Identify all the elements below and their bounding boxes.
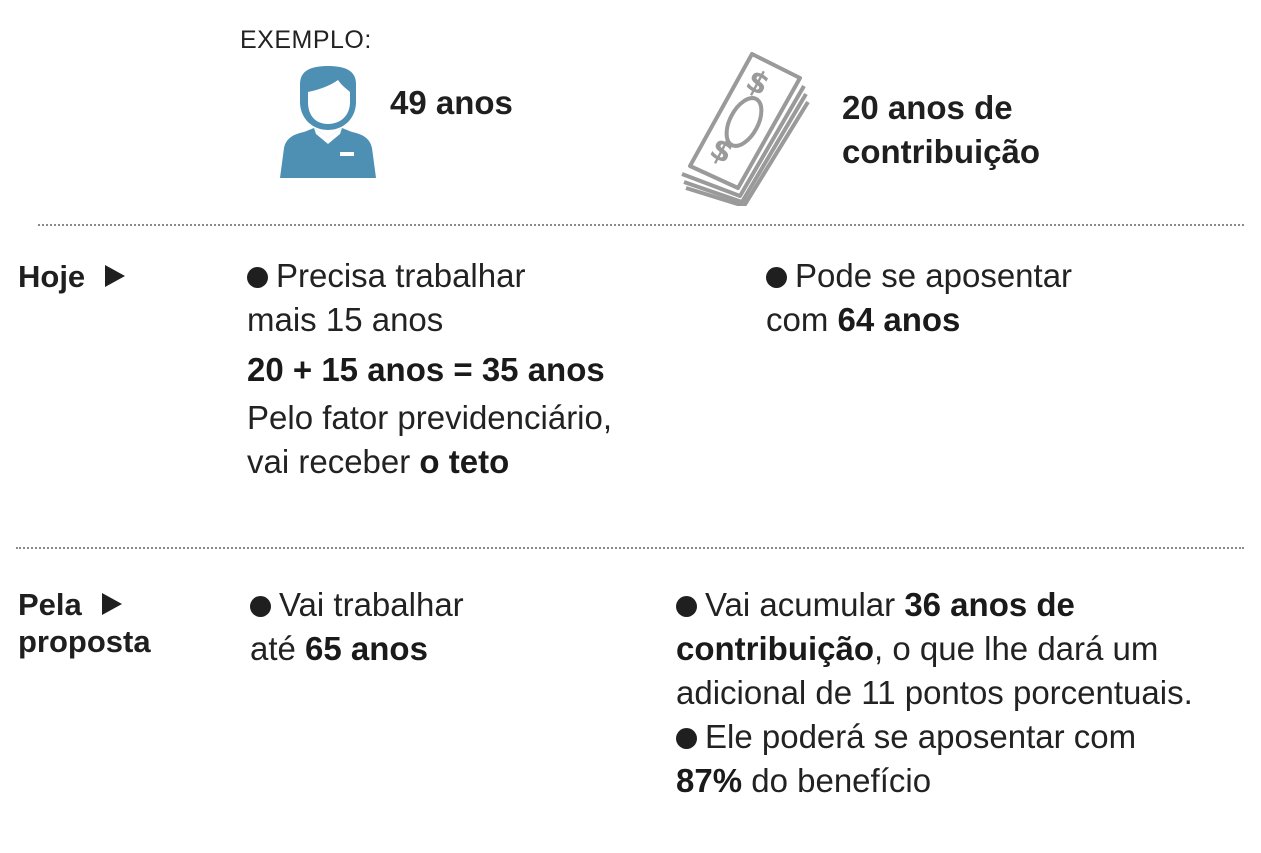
hoje-left-line-4-prefix: vai receber — [247, 443, 411, 480]
bullet-icon — [247, 267, 268, 288]
bullet-icon — [676, 728, 697, 749]
play-arrow-icon — [105, 264, 126, 287]
proposta-left-block: Vai trabalhar até 65 anos — [250, 583, 464, 671]
proposta-label-line-2: proposta — [18, 624, 151, 659]
hoje-right-block: Pode se aposentar com 64 anos — [766, 254, 1072, 342]
proposta-b1-rest: , o que lhe dará um — [874, 630, 1159, 667]
bullet-icon — [766, 267, 787, 288]
row-label-hoje: Hoje — [18, 258, 126, 295]
hoje-left-block: Precisa trabalhar mais 15 anos 20 + 15 a… — [247, 254, 612, 484]
hoje-right-line-2-bold: 64 anos — [837, 301, 961, 338]
contribution-text: 20 anos de contribuição — [842, 86, 1040, 174]
contribution-line-2: contribuição — [842, 133, 1041, 170]
proposta-left-line-1: Vai trabalhar — [279, 586, 464, 623]
row-label-proposta: Pela proposta — [18, 586, 151, 660]
proposta-b1-line-3: adicional de 11 pontos porcentuais. — [676, 674, 1193, 711]
proposta-b1-prefix: Vai acumular — [705, 586, 896, 623]
divider-middle — [16, 547, 1244, 549]
example-label: EXEMPLO: — [240, 26, 372, 54]
bullet-icon — [250, 596, 271, 617]
proposta-b2-rest: do benefício — [751, 762, 932, 799]
proposta-left-line-2-bold: 65 anos — [305, 630, 428, 667]
age-text: 49 anos — [390, 84, 513, 121]
divider-top — [38, 224, 1244, 226]
proposta-b1-bold-a: 36 anos de — [904, 586, 1075, 623]
contribution-line-1: 20 anos de — [842, 89, 1013, 126]
play-arrow-icon — [101, 592, 122, 615]
proposta-left-line-2-prefix: até — [250, 630, 296, 667]
hoje-right-line-2-prefix: com — [766, 301, 829, 338]
hoje-left-line-1: Precisa trabalhar — [276, 257, 526, 294]
person-icon — [280, 66, 376, 178]
proposta-label-line-1: Pela — [18, 587, 82, 622]
hoje-equation: 20 + 15 anos = 35 anos — [247, 351, 605, 388]
hoje-right-line-1: Pode se aposentar — [795, 257, 1073, 294]
hoje-label: Hoje — [18, 259, 86, 294]
proposta-b2-line-1: Ele poderá se aposentar com — [705, 718, 1137, 755]
hoje-left-line-4-bold: o teto — [419, 443, 510, 480]
proposta-b1-bold-b: contribuição — [676, 630, 875, 667]
hoje-left-line-3: Pelo fator previdenciário, — [247, 399, 613, 436]
bullet-icon — [676, 596, 697, 617]
hoje-left-line-2: mais 15 anos — [247, 301, 444, 338]
proposta-b2-bold: 87% — [676, 762, 743, 799]
money-stack-icon: $ $ — [681, 52, 810, 206]
proposta-right-block: Vai acumular 36 anos de contribuição, o … — [676, 583, 1193, 803]
